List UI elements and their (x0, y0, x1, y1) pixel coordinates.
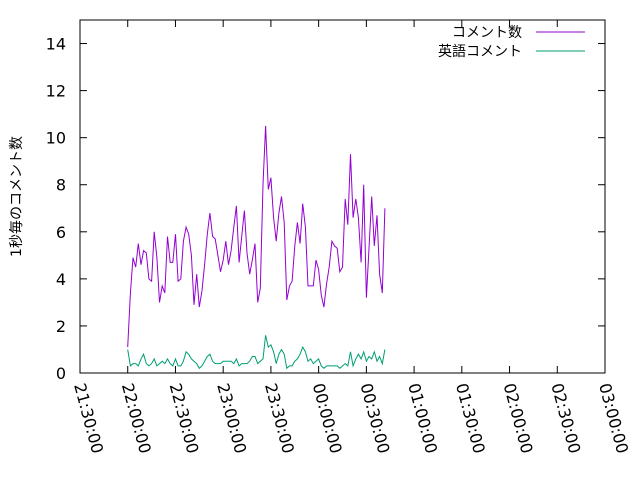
x-tick-label: 23:00:00 (213, 381, 250, 455)
x-tick-label: 02:30:00 (547, 381, 584, 455)
y-tick-label: 14 (46, 35, 66, 54)
series-line-1 (127, 125, 386, 348)
x-tick-label: 02:00:00 (500, 381, 537, 455)
y-tick-label: 6 (56, 223, 66, 242)
x-tick-label: 01:00:00 (404, 381, 441, 455)
y-tick-label: 12 (46, 82, 66, 101)
legend-label: 英語コメント (438, 43, 522, 60)
x-tick-label: 21:30:00 (70, 381, 107, 455)
x-tick-label: 23:30:00 (261, 381, 298, 455)
x-tick-label: 00:30:00 (356, 381, 393, 455)
legend-label: コメント数 (452, 25, 522, 41)
y-tick-label: 10 (46, 129, 66, 148)
x-tick-label: 00:00:00 (309, 381, 346, 455)
x-tick-label: 22:00:00 (118, 381, 155, 455)
y-tick-label: 8 (56, 176, 66, 195)
x-tick-label: 01:30:00 (452, 381, 489, 455)
x-tick-label: 03:00:00 (595, 381, 632, 455)
series-lines (127, 125, 386, 370)
y-axis-label: 1秒毎のコメント数 (9, 136, 25, 257)
plot-frame (79, 19, 606, 374)
y-tick-label: 2 (56, 317, 66, 336)
x-tick-label: 22:30:00 (166, 381, 203, 455)
axes: 0 2 4 6 8 10 12 14 21:30:00 22:00:00 22:30:00 23:00… (9, 19, 632, 455)
y-tick-label: 0 (56, 364, 66, 383)
series-line-2 (127, 335, 386, 370)
y-tick-label: 4 (56, 270, 66, 289)
